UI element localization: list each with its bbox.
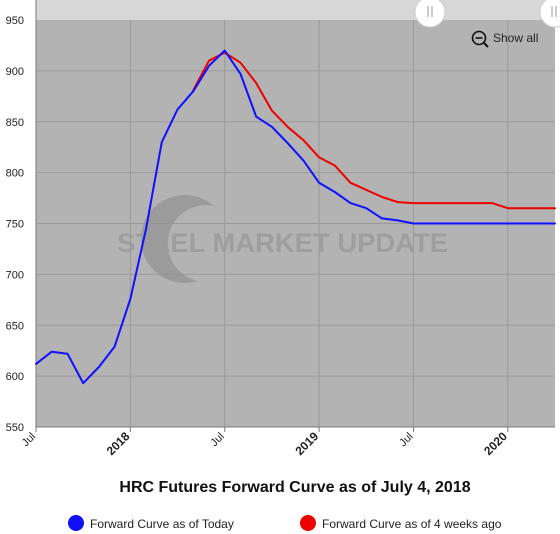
legend-label-4-weeks-ago[interactable]: Forward Curve as of 4 weeks ago	[322, 517, 502, 531]
legend-item-today[interactable]: Forward Curve as of Today	[68, 515, 234, 531]
y-tick-label: 800	[6, 168, 24, 180]
y-tick-label: 950	[6, 15, 24, 27]
navigator-handle-right[interactable]	[539, 0, 560, 28]
series-line-today[interactable]	[35, 49, 556, 385]
x-axis-ticks: Jul 2018 Jul 2019 Jul 2020	[20, 427, 510, 458]
y-tick-label: 550	[6, 422, 24, 434]
x-tick-label: 2020	[481, 429, 510, 458]
series-line-4-weeks-ago[interactable]	[192, 51, 556, 210]
x-tick-label: Jul	[397, 431, 415, 449]
y-axis-ticks: 550 600 650 700 750 800 850 900 950	[6, 15, 24, 434]
navigator-handle-left[interactable]	[414, 0, 446, 28]
watermark: STEEL MARKET UPDATE	[117, 194, 448, 283]
chart-title: HRC Futures Forward Curve as of July 4, …	[119, 479, 470, 496]
legend-label-today[interactable]: Forward Curve as of Today	[90, 517, 234, 531]
x-tick-label: 2018	[104, 429, 133, 458]
y-tick-label: 700	[6, 269, 24, 281]
y-tick-label: 650	[6, 320, 24, 332]
y-tick-label: 750	[6, 219, 24, 231]
y-tick-label: 850	[6, 117, 24, 129]
navigator-strip[interactable]	[36, 0, 560, 20]
drag-handle-icon	[551, 6, 557, 17]
legend-marker-4-weeks-ago	[300, 515, 316, 531]
legend-item-4-weeks-ago[interactable]: Forward Curve as of 4 weeks ago	[300, 515, 502, 531]
show-all-button[interactable]: Show all	[471, 30, 539, 48]
legend: Forward Curve as of Today Forward Curve …	[68, 515, 502, 531]
series-lines	[35, 49, 556, 385]
x-tick-label: 2019	[292, 429, 321, 458]
y-tick-label: 900	[6, 66, 24, 78]
show-all-label[interactable]: Show all	[493, 31, 538, 45]
x-tick-label: Jul	[208, 431, 226, 449]
drag-handle-icon	[427, 6, 433, 17]
legend-marker-today	[68, 515, 84, 531]
y-tick-label: 600	[6, 371, 24, 383]
zoom-out-icon[interactable]	[471, 30, 489, 48]
watermark-text: STEEL MARKET UPDATE	[117, 228, 448, 258]
watermark-swoosh	[140, 194, 214, 283]
